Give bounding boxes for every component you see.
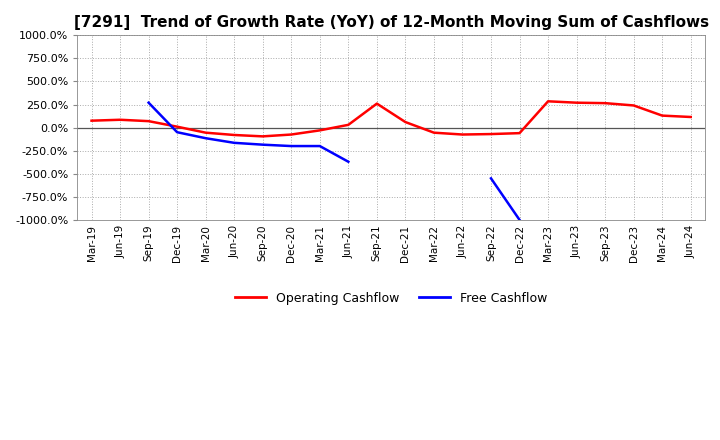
Title: [7291]  Trend of Growth Rate (YoY) of 12-Month Moving Sum of Cashflows: [7291] Trend of Growth Rate (YoY) of 12-… bbox=[73, 15, 708, 30]
Legend: Operating Cashflow, Free Cashflow: Operating Cashflow, Free Cashflow bbox=[230, 286, 552, 310]
